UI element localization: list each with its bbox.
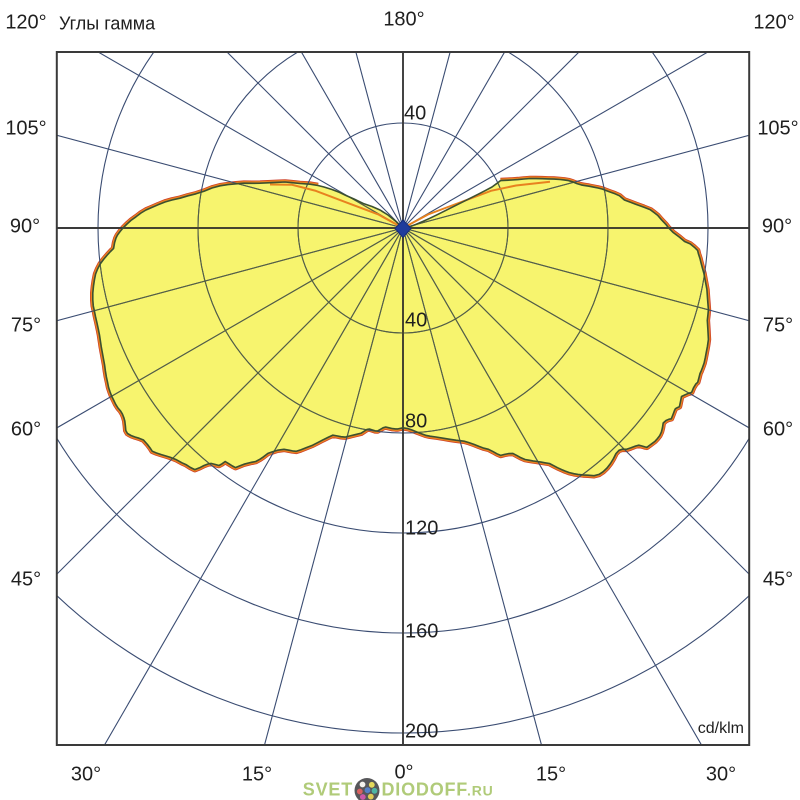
- svg-text:60°: 60°: [763, 418, 793, 440]
- svg-text:60°: 60°: [11, 418, 41, 440]
- svg-text:15°: 15°: [242, 763, 272, 785]
- svg-text:120: 120: [405, 517, 438, 539]
- svg-text:120°: 120°: [5, 11, 46, 33]
- svg-text:30°: 30°: [71, 763, 101, 785]
- svg-text:120°: 120°: [753, 11, 794, 33]
- svg-text:90°: 90°: [10, 215, 40, 237]
- svg-text:45°: 45°: [763, 568, 793, 590]
- svg-text:160: 160: [405, 620, 438, 642]
- svg-text:80: 80: [405, 410, 427, 432]
- svg-text:30°: 30°: [706, 763, 736, 785]
- svg-text:200: 200: [405, 720, 438, 742]
- svg-text:180°: 180°: [383, 8, 424, 30]
- svg-text:45°: 45°: [11, 568, 41, 590]
- svg-text:Углы гамма: Углы гамма: [59, 14, 156, 34]
- svg-text:40: 40: [405, 309, 427, 331]
- svg-text:105°: 105°: [757, 117, 798, 139]
- svg-text:105°: 105°: [5, 117, 46, 139]
- svg-text:0°: 0°: [394, 761, 413, 783]
- svg-text:DIODOFF: DIODOFF: [382, 780, 469, 800]
- svg-text:SVET: SVET: [303, 780, 353, 800]
- svg-text:75°: 75°: [11, 314, 41, 336]
- svg-text:.RU: .RU: [467, 783, 494, 799]
- svg-text:75°: 75°: [763, 314, 793, 336]
- svg-text:cd/klm: cd/klm: [698, 720, 744, 737]
- svg-text:40: 40: [404, 102, 426, 124]
- svg-text:90°: 90°: [762, 215, 792, 237]
- svg-text:15°: 15°: [536, 763, 566, 785]
